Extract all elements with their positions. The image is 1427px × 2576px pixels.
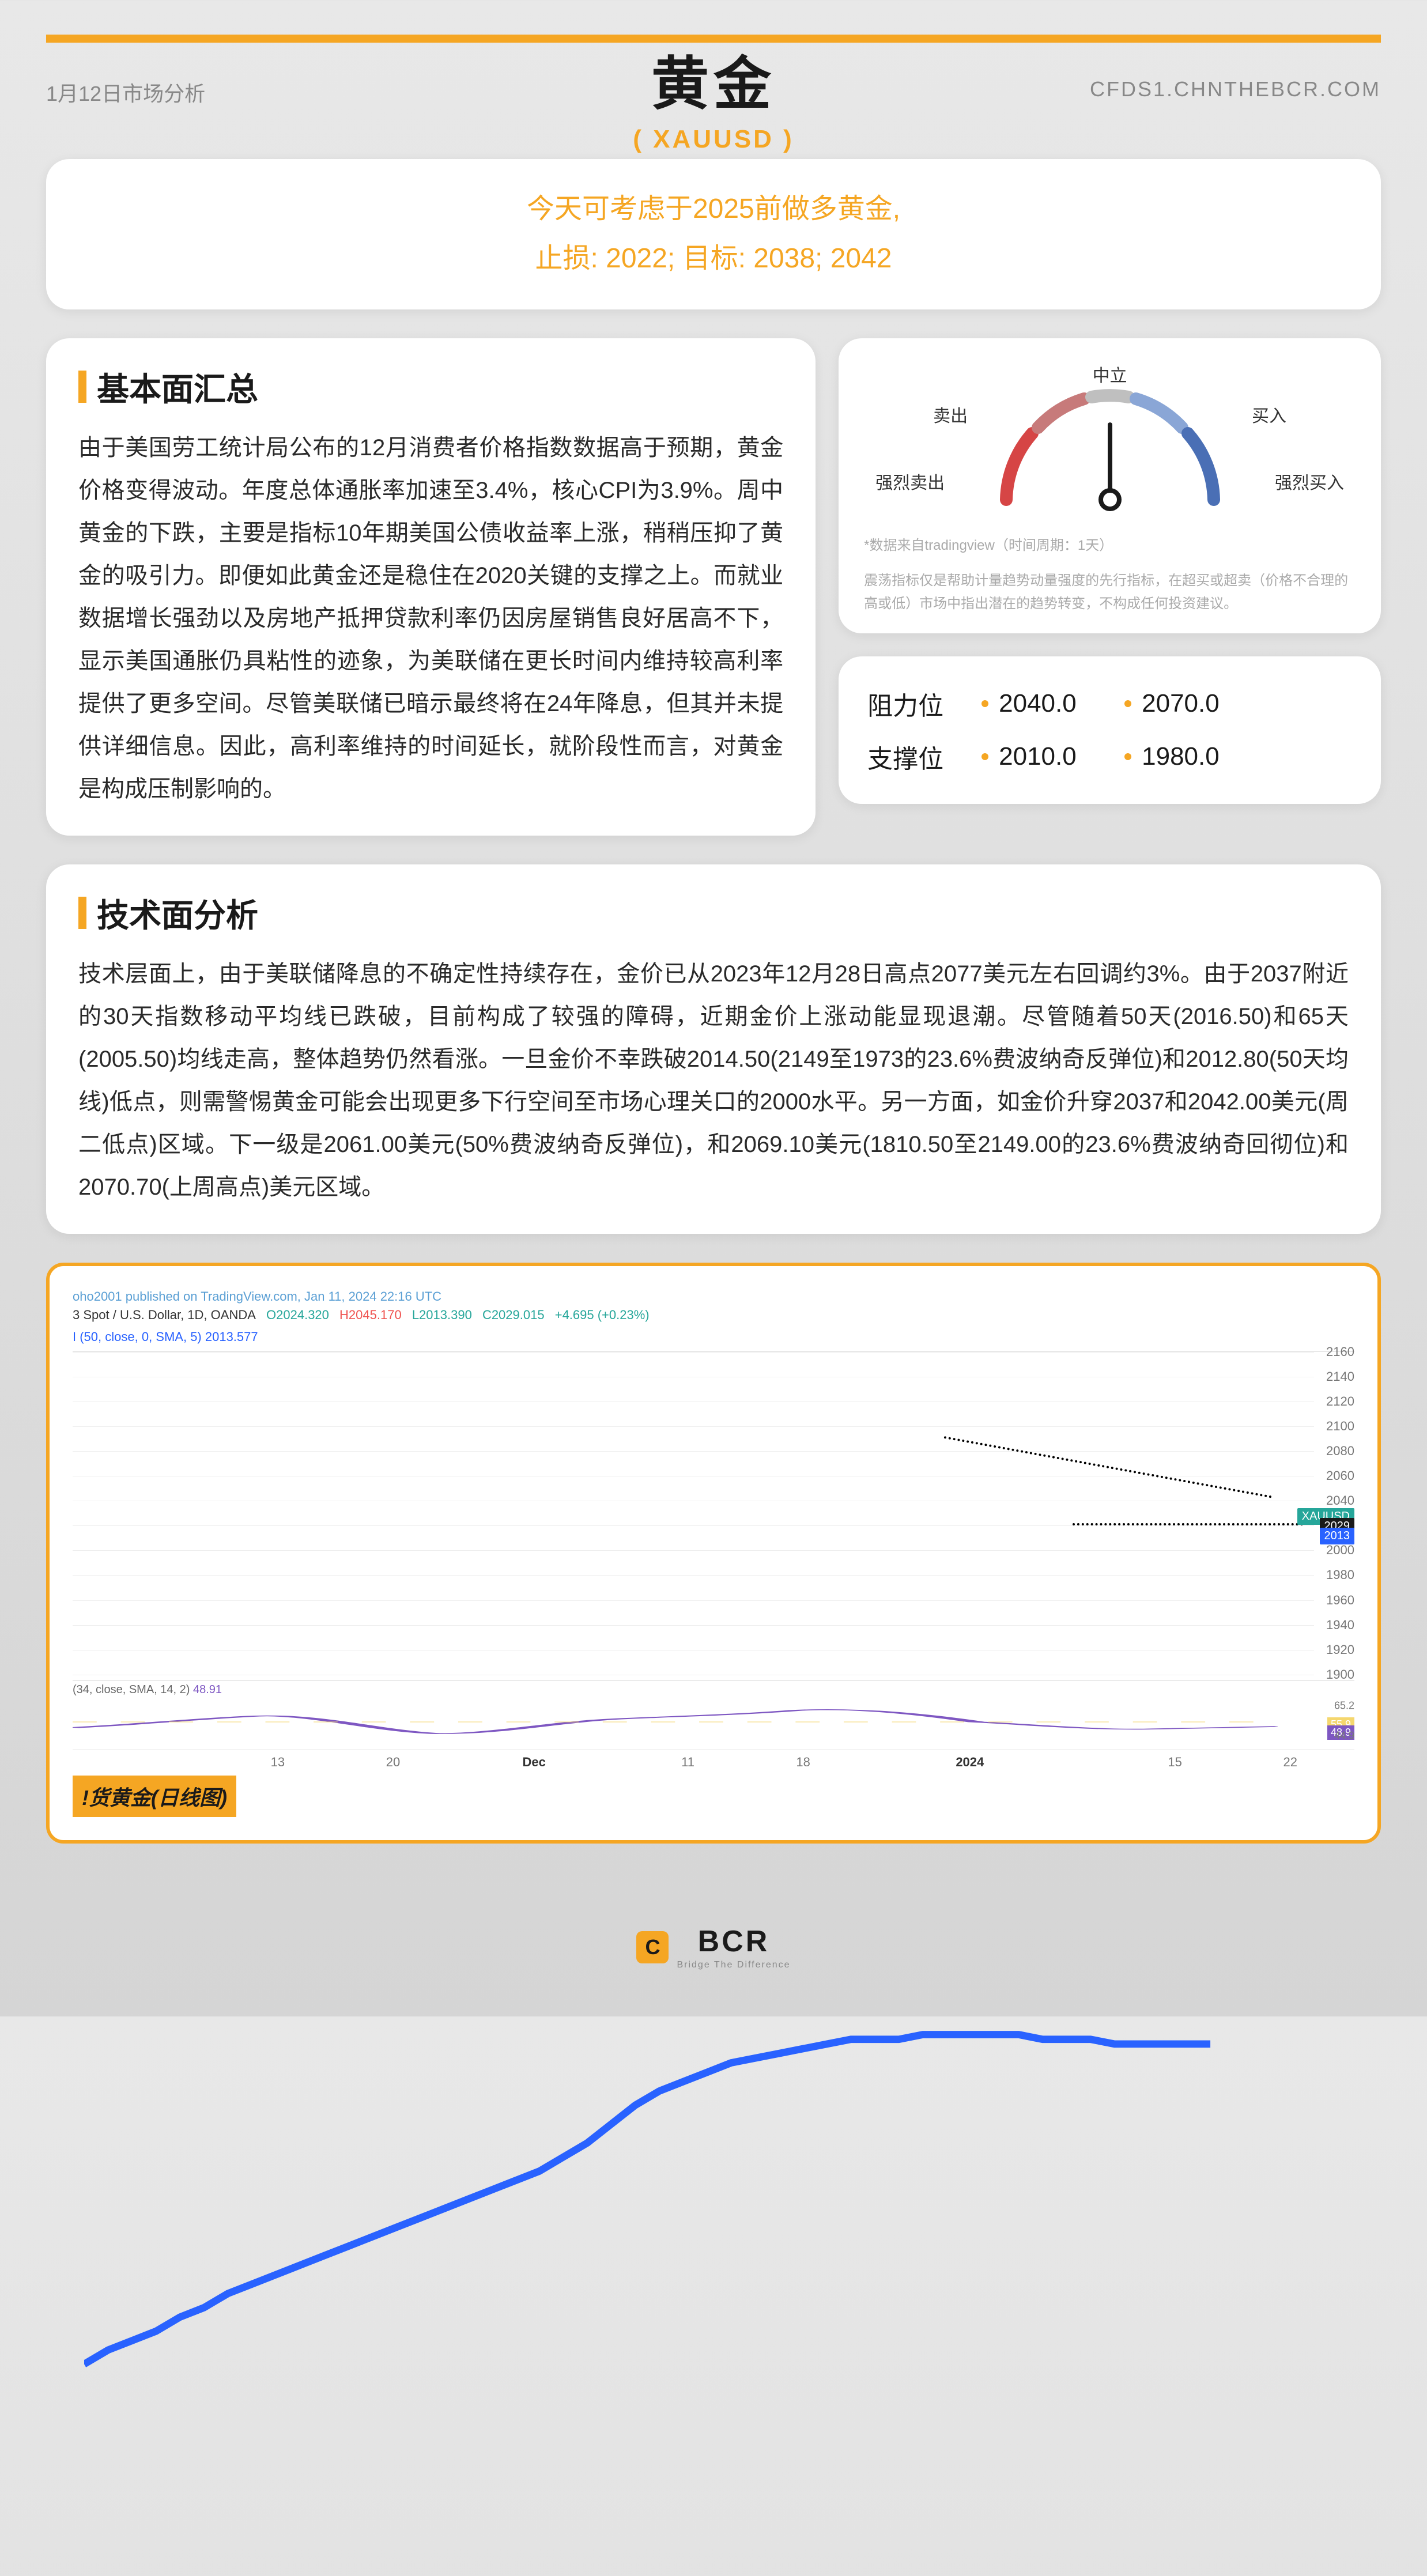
trend-line: [1073, 1523, 1303, 1525]
gauge-sell-label: 卖出: [933, 402, 968, 427]
x-tick: 20: [386, 1755, 400, 1770]
sentiment-gauge-card: 中立 卖出 买入 强烈卖出 强烈买入 *数据来自tradingview（时间周期…: [839, 338, 1381, 633]
fundamentals-text: 由于美国劳工统计局公布的12月消费者价格指数数据高于预期，黄金价格变得波动。年度…: [78, 426, 783, 810]
fundamentals-title: 基本面汇总: [97, 364, 258, 410]
y-tick: 2040: [1326, 1493, 1354, 1508]
header: 1月12日市场分析 黄金 ( XAUUSD ) CFDS1.CHNTHEBCR.…: [46, 60, 1381, 107]
footer-logo-text: BCR: [677, 1924, 790, 1959]
x-axis: 13 20 Dec 11 18 2024 15 22: [73, 1750, 1354, 1773]
resistance-row: 阻力位 2040.0 2070.0: [867, 677, 1352, 730]
gauge-note-2: 震荡指标仅是帮助计量趋势动量强度的先行指标，在超买或超卖（价格不合理的高或低）市…: [864, 569, 1356, 617]
x-tick: 18: [796, 1755, 810, 1770]
chart-pair: 3 Spot / U.S. Dollar, 1D, OANDA: [73, 1308, 256, 1322]
footer: C BCR Bridge The Difference: [46, 1890, 1381, 2016]
chart-open: O2024.320: [266, 1308, 329, 1322]
title-accent-bar: [78, 371, 86, 403]
x-tick: 2024: [956, 1755, 984, 1770]
y-tick: 2060: [1326, 1468, 1354, 1483]
chart-low: L2013.390: [412, 1308, 472, 1322]
x-tick: 15: [1168, 1755, 1181, 1770]
rsi-plot: 65.255.948.944.9: [73, 1699, 1354, 1745]
y-tick: 1980: [1326, 1567, 1354, 1582]
chart-area: 1900192019401960198020002020204020602080…: [73, 1351, 1354, 1766]
support-row: 支撑位 2010.0 1980.0: [867, 730, 1352, 783]
x-tick: Dec: [522, 1755, 545, 1770]
dot-icon: [1124, 700, 1131, 707]
gauge-buy-label: 买入: [1252, 402, 1286, 427]
rsi-line: [73, 1699, 1278, 1745]
chart-bottom-label: !货黄金(日线图): [73, 1776, 236, 1817]
technical-card: 技术面分析 技术层面上，由于美联储降息的不确定性持续存在，金价已从2023年12…: [46, 864, 1381, 1234]
chart-card: oho2001 published on TradingView.com, Ja…: [46, 1263, 1381, 1844]
levels-card: 阻力位 2040.0 2070.0 支撑位 2010.0 1980.0: [839, 656, 1381, 804]
y-tick: 2080: [1326, 1444, 1354, 1459]
chart-change: +4.695 (+0.23%): [555, 1308, 650, 1322]
gauge-strong-sell-label: 强烈卖出: [875, 469, 945, 494]
price-tag: 2013: [1320, 1528, 1355, 1544]
y-tick: 2120: [1326, 1394, 1354, 1409]
resistance-2: 2070.0: [1142, 689, 1257, 718]
y-tick: 2160: [1326, 1344, 1354, 1359]
rsi-tick: 44.9: [1334, 1729, 1354, 1742]
candlestick-series: [84, 1352, 1308, 1675]
signal-line-2: 止损: 2022; 目标: 2038; 2042: [78, 234, 1349, 284]
resistance-label: 阻力位: [867, 685, 971, 722]
title-block: 黄金 ( XAUUSD ): [633, 37, 794, 154]
dot-icon: [981, 700, 988, 707]
fundamentals-card: 基本面汇总 由于美国劳工统计局公布的12月消费者价格指数数据高于预期，黄金价格变…: [46, 338, 816, 836]
logo-icon: C: [636, 1931, 669, 1963]
y-tick: 1960: [1326, 1593, 1354, 1608]
date-label: 1月12日市场分析: [46, 60, 205, 107]
page-title: 黄金: [633, 37, 794, 120]
rsi-panel: (34, close, SMA, 14, 2) 48.91 65.255.948…: [73, 1680, 1354, 1750]
gauge-strong-buy-label: 强烈买入: [1275, 469, 1344, 494]
site-url: CFDS1.CHNTHEBCR.COM: [1090, 60, 1381, 101]
y-tick: 1920: [1326, 1642, 1354, 1657]
rsi-value: 48.91: [193, 1683, 222, 1696]
trade-signal-card: 今天可考虑于2025前做多黄金, 止损: 2022; 目标: 2038; 204…: [46, 159, 1381, 309]
x-tick: 13: [271, 1755, 285, 1770]
gauge-neutral-label: 中立: [1093, 361, 1127, 387]
support-1: 2010.0: [999, 742, 1114, 771]
y-tick: 2100: [1326, 1419, 1354, 1434]
symbol-label: ( XAUUSD ): [633, 125, 794, 154]
rsi-label: (34, close, SMA, 14, 2): [73, 1683, 190, 1696]
y-tick: 2000: [1326, 1543, 1354, 1558]
technical-text: 技术层面上，由于美联储降息的不确定性持续存在，金价已从2023年12月28日高点…: [78, 953, 1349, 1208]
x-tick: 22: [1283, 1755, 1297, 1770]
gauge-note-1: *数据来自tradingview（时间周期：1天）: [864, 534, 1356, 558]
dot-icon: [1124, 753, 1131, 760]
rsi-tick: 65.2: [1334, 1699, 1354, 1712]
y-tick: 1940: [1326, 1618, 1354, 1633]
chart-high: H2045.170: [339, 1308, 402, 1322]
chart-ohlc-line: 3 Spot / U.S. Dollar, 1D, OANDA O2024.32…: [73, 1308, 1354, 1323]
footer-tagline: Bridge The Difference: [677, 1960, 790, 1970]
chart-ma-line: I (50, close, 0, SMA, 5) 2013.577: [73, 1329, 1354, 1344]
chart-close: C2029.015: [482, 1308, 545, 1322]
dot-icon: [981, 753, 988, 760]
x-tick: 11: [681, 1755, 694, 1770]
technical-title: 技术面分析: [97, 890, 258, 936]
support-2: 1980.0: [1142, 742, 1257, 771]
support-label: 支撑位: [867, 738, 971, 775]
resistance-1: 2040.0: [999, 689, 1114, 718]
title-accent-bar: [78, 897, 86, 929]
signal-line-1: 今天可考虑于2025前做多黄金,: [78, 184, 1349, 234]
rsi-header: (34, close, SMA, 14, 2) 48.91: [73, 1681, 1354, 1699]
y-tick: 2140: [1326, 1369, 1354, 1384]
price-panel: 1900192019401960198020002020204020602080…: [73, 1352, 1354, 1675]
chart-ma-label: I (50, close, 0, SMA, 5) 2013.577: [73, 1329, 258, 1344]
chart-publish-line: oho2001 published on TradingView.com, Ja…: [73, 1289, 1354, 1304]
